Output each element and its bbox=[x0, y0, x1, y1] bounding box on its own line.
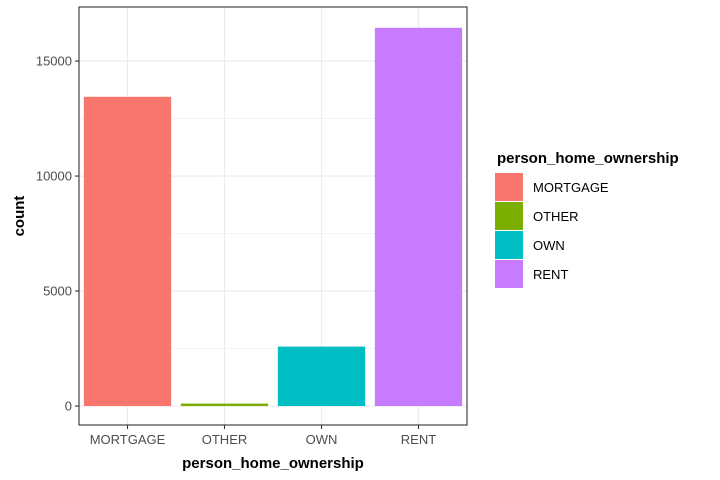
bars bbox=[83, 27, 463, 407]
y-axis: 0 5000 10000 15000 bbox=[36, 54, 79, 414]
legend-label-mortgage: MORTGAGE bbox=[533, 180, 609, 195]
legend-title: person_home_ownership bbox=[497, 150, 679, 167]
bar-rent bbox=[374, 27, 463, 407]
y-axis-title: count bbox=[11, 196, 28, 237]
x-axis: MORTGAGE OTHER OWN RENT bbox=[90, 425, 436, 447]
x-tick-label: MORTGAGE bbox=[90, 432, 166, 447]
y-tick-label: 10000 bbox=[36, 169, 72, 184]
bar-own bbox=[277, 346, 366, 407]
legend: person_home_ownership MORTGAGE OTHER OWN RE… bbox=[495, 150, 679, 288]
legend-label-own: OWN bbox=[533, 238, 565, 253]
x-tick-label: OWN bbox=[306, 432, 338, 447]
legend-label-other: OTHER bbox=[533, 209, 579, 224]
bar-other bbox=[180, 403, 269, 407]
plot-border bbox=[78, 6, 468, 426]
legend-key-rent bbox=[495, 260, 523, 288]
x-tick-label: RENT bbox=[401, 432, 436, 447]
y-tick-label: 0 bbox=[65, 399, 72, 414]
y-tick-label: 15000 bbox=[36, 54, 72, 69]
x-tick-label: OTHER bbox=[202, 432, 248, 447]
legend-key-other bbox=[495, 202, 523, 230]
x-axis-title: person_home_ownership bbox=[182, 455, 364, 472]
panel-border bbox=[78, 6, 468, 426]
legend-label-rent: RENT bbox=[533, 267, 568, 282]
legend-key-own bbox=[495, 231, 523, 259]
legend-key-mortgage bbox=[495, 173, 523, 201]
bar-mortgage bbox=[83, 96, 172, 407]
y-tick-label: 5000 bbox=[43, 284, 72, 299]
